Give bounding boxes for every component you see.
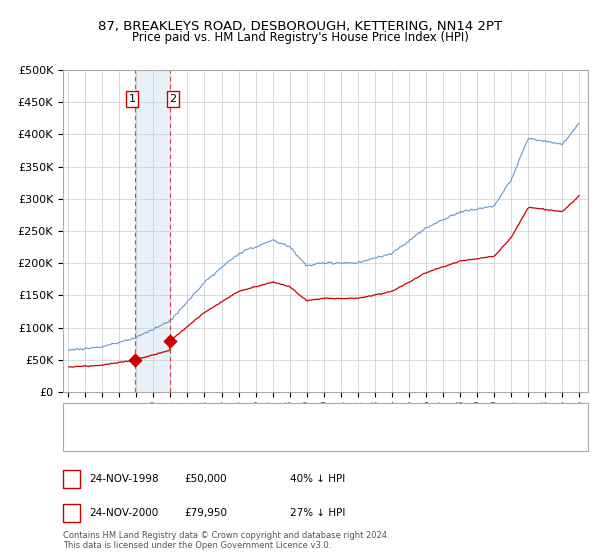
Text: 2: 2 <box>68 508 75 518</box>
Text: ────: ──── <box>78 410 107 423</box>
Bar <box>134 70 170 392</box>
Text: HPI: Average price, detached house, North Northamptonshire: HPI: Average price, detached house, Nort… <box>102 433 394 442</box>
Text: 1: 1 <box>128 94 136 104</box>
Point <box>130 356 139 365</box>
Text: 27% ↓ HPI: 27% ↓ HPI <box>290 508 345 518</box>
Text: 24-NOV-2000: 24-NOV-2000 <box>89 508 158 518</box>
Text: £79,950: £79,950 <box>185 508 228 518</box>
Text: Price paid vs. HM Land Registry's House Price Index (HPI): Price paid vs. HM Land Registry's House … <box>131 31 469 44</box>
Text: 2: 2 <box>169 94 176 104</box>
Text: 40% ↓ HPI: 40% ↓ HPI <box>290 474 345 484</box>
Text: 24-NOV-1998: 24-NOV-1998 <box>89 474 158 484</box>
Point <box>166 336 175 345</box>
Text: £50,000: £50,000 <box>185 474 227 484</box>
Text: 87, BREAKLEYS ROAD, DESBOROUGH, KETTERING, NN14 2PT (detached house): 87, BREAKLEYS ROAD, DESBOROUGH, KETTERIN… <box>102 412 477 421</box>
Text: ────: ──── <box>78 431 107 444</box>
Text: 87, BREAKLEYS ROAD, DESBOROUGH, KETTERING, NN14 2PT: 87, BREAKLEYS ROAD, DESBOROUGH, KETTERIN… <box>98 20 502 32</box>
Text: 1: 1 <box>68 474 75 484</box>
Text: Contains HM Land Registry data © Crown copyright and database right 2024.
This d: Contains HM Land Registry data © Crown c… <box>63 530 389 550</box>
